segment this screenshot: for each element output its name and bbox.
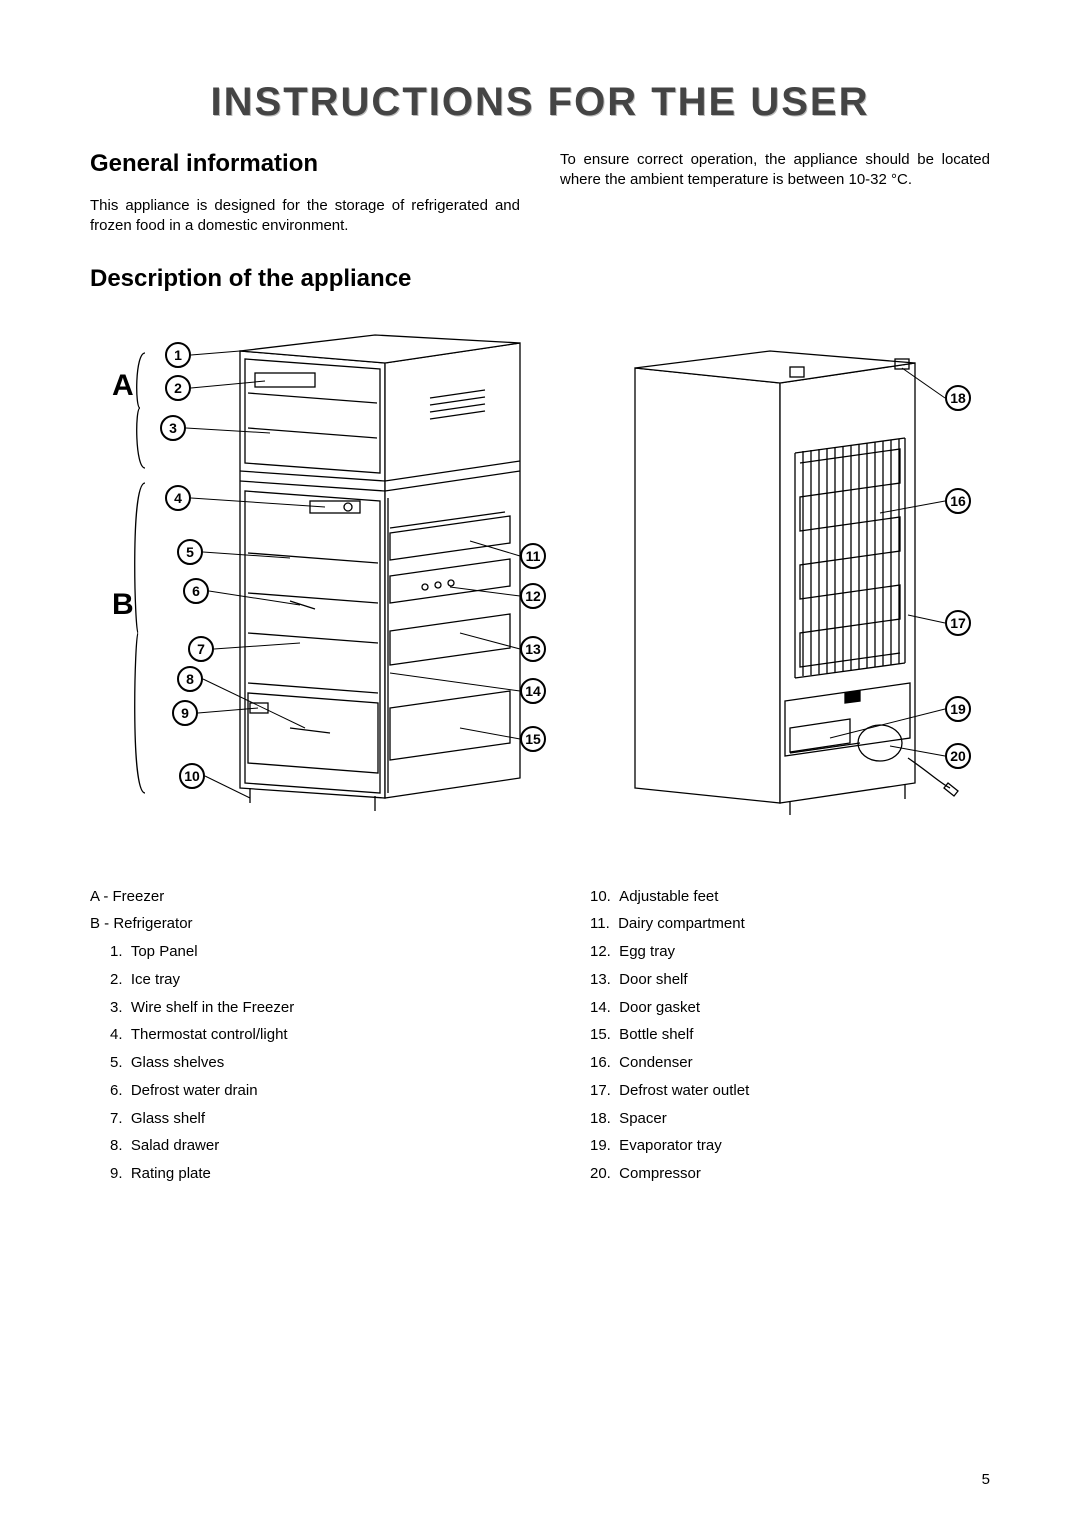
legend-item-19: 19. Evaporator tray (590, 1132, 990, 1160)
callout-8: 8 (177, 666, 203, 692)
legend-item-6: 6. Defrost water drain (110, 1077, 510, 1105)
legend-item-11: 11. Dairy compartment (590, 910, 990, 938)
page-number: 5 (982, 1471, 990, 1488)
legend-item-8: 8. Salad drawer (110, 1132, 510, 1160)
callout-5: 5 (177, 539, 203, 565)
legend-section-b: B - Refrigerator (90, 910, 510, 938)
callout-16: 16 (945, 488, 971, 514)
legend-item-16: 16. Condenser (590, 1049, 990, 1077)
legend-item-7: 7. Glass shelf (110, 1105, 510, 1133)
callout-7: 7 (188, 636, 214, 662)
legend-col-left: A - Freezer B - Refrigerator 1. Top Pane… (90, 883, 510, 1188)
callout-2: 2 (165, 375, 191, 401)
legend: A - Freezer B - Refrigerator 1. Top Pane… (90, 883, 990, 1188)
callout-18: 18 (945, 385, 971, 411)
legend-item-3: 3. Wire shelf in the Freezer (110, 994, 510, 1022)
legend-item-12: 12. Egg tray (590, 938, 990, 966)
legend-item-9: 9. Rating plate (110, 1160, 510, 1188)
callout-4: 4 (165, 485, 191, 511)
callout-14: 14 (520, 678, 546, 704)
appliance-diagram: A B (90, 333, 990, 853)
right-body: To ensure correct operation, the applian… (560, 150, 990, 191)
callout-6: 6 (183, 578, 209, 604)
legend-item-13: 13. Door shelf (590, 966, 990, 994)
legend-col-right: 10. Adjustable feet11. Dairy compartment… (570, 883, 990, 1188)
callout-20: 20 (945, 743, 971, 769)
description-heading: Description of the appliance (90, 265, 990, 293)
legend-item-4: 4. Thermostat control/light (110, 1021, 510, 1049)
general-body: This appliance is designed for the stora… (90, 196, 520, 237)
legend-item-20: 20. Compressor (590, 1160, 990, 1188)
legend-item-10: 10. Adjustable feet (590, 883, 990, 911)
callout-15: 15 (520, 726, 546, 752)
callout-3: 3 (160, 415, 186, 441)
legend-item-1: 1. Top Panel (110, 938, 510, 966)
legend-item-17: 17. Defrost water outlet (590, 1077, 990, 1105)
callout-9: 9 (172, 700, 198, 726)
callout-11: 11 (520, 543, 546, 569)
legend-section-a: A - Freezer (90, 883, 510, 911)
general-heading: General information (90, 150, 520, 178)
intro-columns: General information This appliance is de… (90, 150, 990, 237)
callout-19: 19 (945, 696, 971, 722)
callout-1: 1 (165, 342, 191, 368)
callout-10: 10 (179, 763, 205, 789)
legend-item-5: 5. Glass shelves (110, 1049, 510, 1077)
legend-item-2: 2. Ice tray (110, 966, 510, 994)
callout-17: 17 (945, 610, 971, 636)
callout-13: 13 (520, 636, 546, 662)
legend-item-14: 14. Door gasket (590, 994, 990, 1022)
page-title: INSTRUCTIONS FOR THE USER (90, 80, 990, 125)
callout-12: 12 (520, 583, 546, 609)
legend-item-18: 18. Spacer (590, 1105, 990, 1133)
legend-item-15: 15. Bottle shelf (590, 1021, 990, 1049)
